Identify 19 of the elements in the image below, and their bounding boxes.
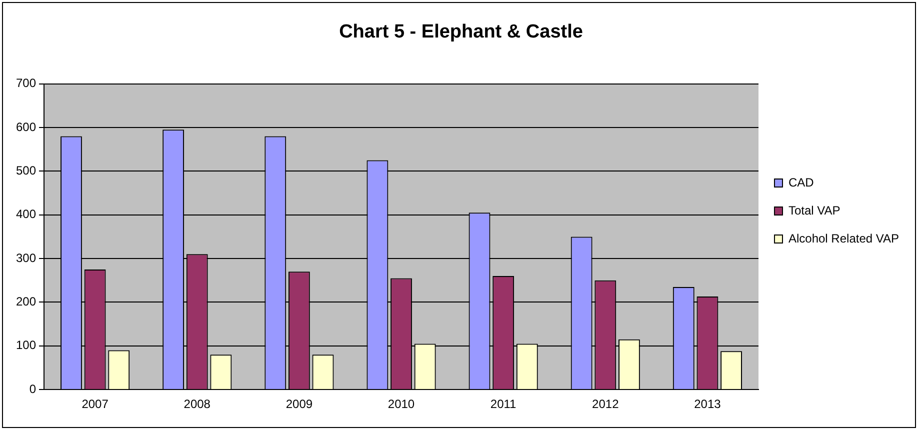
legend-label: Alcohol Related VAP: [788, 231, 900, 246]
legend-label: CAD: [788, 175, 814, 190]
y-tick-label: 0: [29, 382, 36, 396]
legend-label: Total VAP: [788, 203, 840, 218]
x-tick-label: 2007: [82, 397, 109, 412]
y-tick-label: 200: [16, 294, 36, 309]
y-tick-label: 300: [16, 250, 36, 265]
x-tick-label: 2008: [184, 397, 211, 412]
x-tick-label: 2010: [388, 397, 415, 412]
y-tick-label: 700: [16, 76, 36, 90]
x-tick-label: 2012: [592, 397, 620, 412]
chart-title: Chart 5 - Elephant & Castle: [339, 22, 583, 43]
x-tick-label: 2013: [694, 397, 722, 412]
x-tick-label: 2009: [286, 397, 313, 412]
y-tick-label: 100: [16, 338, 36, 352]
x-tick-label: 2011: [490, 397, 517, 412]
y-tick-label: 400: [16, 207, 36, 222]
y-tick-label: 500: [16, 163, 36, 178]
y-tick-label: 600: [16, 120, 36, 134]
